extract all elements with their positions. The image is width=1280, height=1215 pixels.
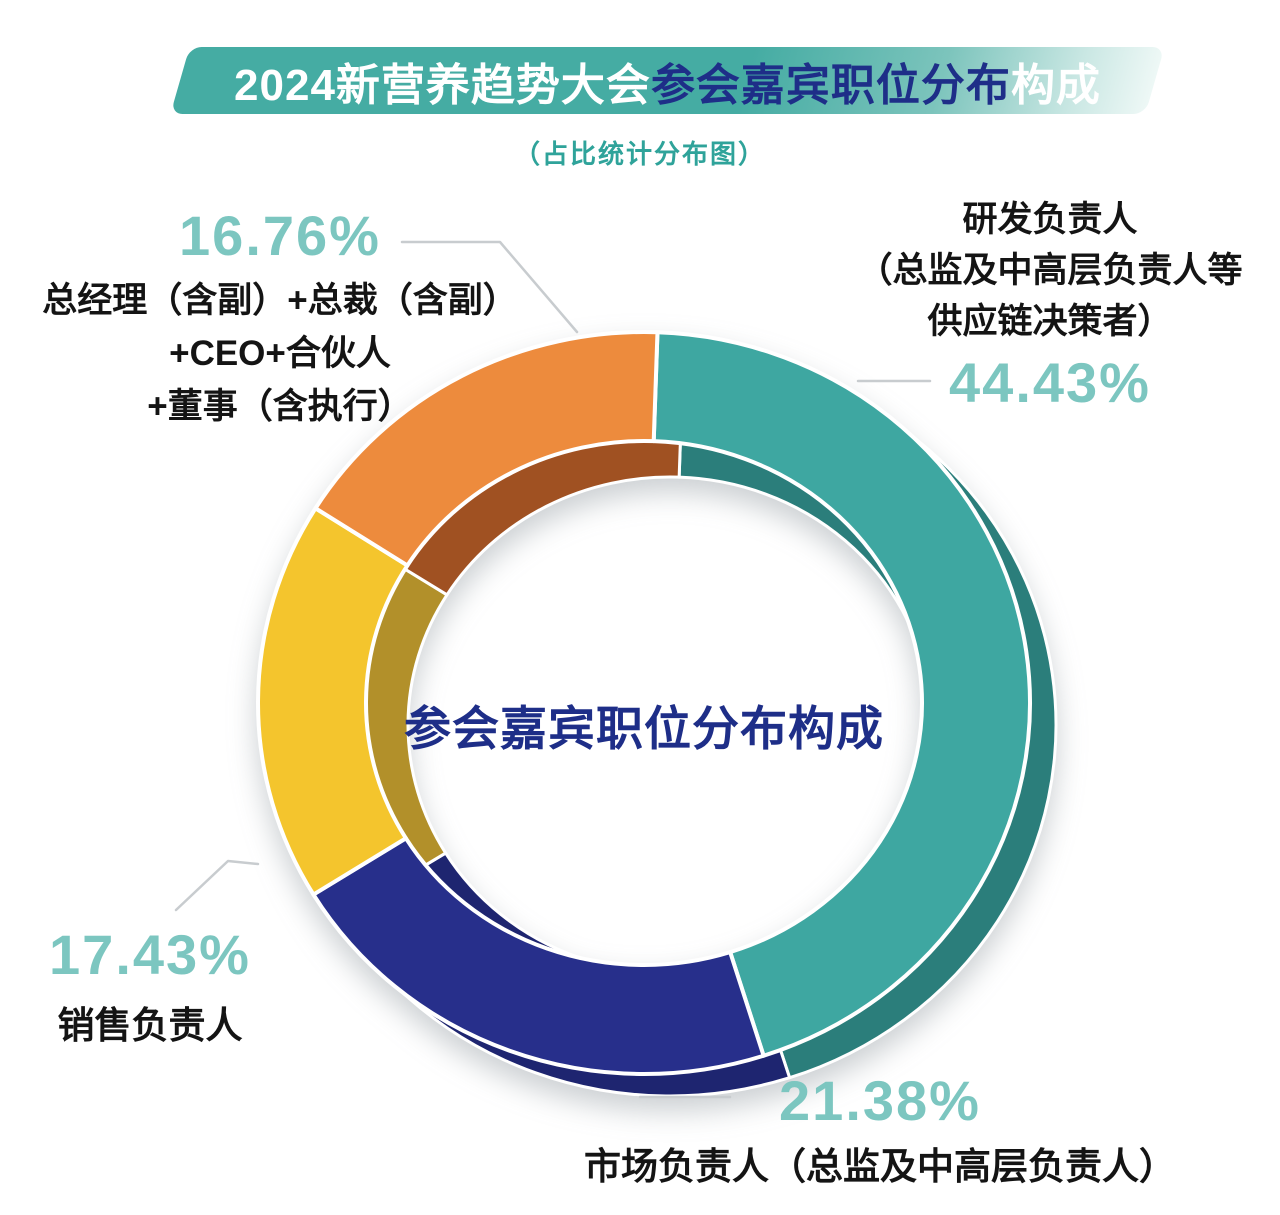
segment-label-gm-line2: +CEO+合伙人	[169, 334, 391, 373]
donut-segment-3	[313, 330, 660, 568]
segment-value-gm: 16.76%	[179, 204, 381, 267]
donut-rings	[256, 330, 1058, 1098]
donut-segment-0	[651, 330, 1032, 1058]
leader-line-gm	[400, 240, 579, 334]
page-title-highlight: 参会嘉宾职位分布	[650, 60, 1011, 110]
leader-lines	[174, 240, 932, 1099]
segment-label-rd: 研发负责人 （总监及中高层负责人等 供应链决策者）	[850, 194, 1250, 347]
segment-label-rd-line3: 供应链决策者）	[927, 302, 1173, 341]
segment-label-marketing: 市场负责人（总监及中高层负责人）	[584, 1146, 1176, 1187]
leader-line-sales	[174, 859, 260, 912]
segment-label-gm: 总经理（含副）+总裁（含副） +CEO+合伙人 +董事（含执行）	[0, 274, 560, 433]
segment-label-gm-line1: 总经理（含副）+总裁（含副）	[42, 281, 518, 320]
page-title-trailing: 构成	[1010, 60, 1101, 110]
page-title-leading: 2024新营养趋势大会	[234, 60, 651, 110]
page-title: 2024新营养趋势大会 参会嘉宾职位分布 构成	[180, 47, 1155, 114]
segment-label-gm-line3: +董事（含执行）	[147, 387, 413, 426]
donut-segment-1	[311, 836, 766, 1076]
segment-label-sales: 销售负责人	[57, 1005, 243, 1046]
segment-value-rd: 44.43%	[949, 351, 1151, 414]
donut-main-ring	[256, 330, 1032, 1076]
donut-center-label: 参会嘉宾职位分布构成	[404, 702, 884, 755]
segment-label-rd-line2: （总监及中高层负责人等	[857, 251, 1243, 290]
page-subtitle: （占比统计分布图）	[513, 139, 766, 169]
segment-value-marketing: 21.38%	[779, 1069, 981, 1132]
segment-value-sales: 17.43%	[49, 923, 251, 986]
segment-label-rd-line1: 研发负责人	[962, 200, 1138, 239]
